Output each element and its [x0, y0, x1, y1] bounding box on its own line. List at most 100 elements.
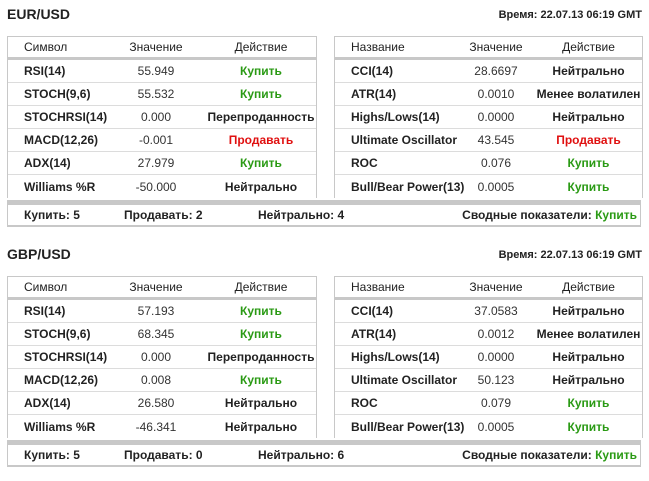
oscillators-table: Символ Значение Действие RSI(14) 55.949 Купит… — [7, 36, 317, 198]
indicator-name: Williams %R — [24, 179, 96, 194]
indicator-action: Купить — [567, 419, 610, 434]
table-row: MACD(12,26) 0.008 Купить — [8, 369, 316, 392]
table-row: ROC 0.076 Купить — [335, 152, 642, 175]
table-row: Bull/Bear Power(13) 0.0005 Купить — [335, 415, 642, 438]
indicator-value: -50.000 — [135, 179, 177, 194]
indicator-action: Купить — [240, 156, 282, 170]
indicator-action: Менее волатилен — [536, 87, 641, 101]
column-header: Значение — [469, 40, 523, 54]
indicator-value: 0.000 — [140, 110, 172, 124]
indicator-name: RSI(14) — [24, 304, 66, 318]
table-header-row: Название Значение Действие — [335, 37, 642, 60]
indicator-action: Купить — [240, 373, 282, 387]
summary-overall-value: Купить — [595, 208, 637, 222]
summary-bar: Купить: 5 Продавать: 2 Нейтрально: 4 Сво… — [7, 200, 641, 227]
table-row: Williams %R -50.000 Нейтрально — [8, 175, 316, 198]
table-row: ADX(14) 27.979 Купить — [8, 152, 316, 175]
indicator-name: Highs/Lows(14) — [351, 350, 440, 364]
indicator-action: Купить — [240, 304, 282, 318]
update-time: Время: 22.07.13 06:19 GMT — [498, 9, 642, 21]
table-row: Ultimate Oscillator 50.123 Нейтрально — [335, 369, 642, 392]
column-header: Значение — [469, 280, 523, 294]
indicator-value: 0.079 — [480, 396, 512, 410]
indicator-action: Купить — [240, 87, 282, 101]
table-row: ATR(14) 0.0010 Менее волатилен — [335, 83, 642, 106]
indicator-name: Williams %R — [24, 419, 96, 434]
indicator-action: Купить — [567, 156, 610, 170]
indicator-action: Нейтрально — [552, 373, 625, 387]
indicators-table: Название Значение Действие CCI(14) 28.6697 Не… — [334, 36, 643, 198]
indicator-value: 55.532 — [137, 87, 175, 101]
table-header-row: Символ Значение Действие — [8, 37, 316, 60]
indicator-name: ADX(14) — [24, 156, 71, 170]
indicator-name: Ultimate Oscillator — [351, 373, 458, 387]
indicator-value: 27.979 — [137, 156, 175, 170]
indicator-name: ATR(14) — [351, 327, 397, 341]
indicator-value: -0.001 — [138, 133, 174, 147]
summary-sell-count: Продавать: 2 — [124, 208, 203, 222]
indicator-value: 43.545 — [477, 133, 515, 147]
indicator-name: MACD(12,26) — [24, 133, 99, 147]
summary-buy-count: Купить: 5 — [24, 448, 80, 462]
indicator-action: Нейтрально — [552, 64, 625, 78]
column-header: Действие — [562, 40, 615, 54]
indicator-action: Менее волатилен — [536, 327, 641, 341]
indicator-name: CCI(14) — [351, 304, 394, 318]
indicator-value: 0.000 — [140, 350, 172, 364]
summary-buy-count: Купить: 5 — [24, 208, 80, 222]
indicator-value: 37.0583 — [474, 304, 518, 318]
indicator-name: ADX(14) — [24, 396, 71, 410]
indicator-name: MACD(12,26) — [24, 373, 99, 387]
summary-neutral-count: Нейтрально: 6 — [258, 448, 345, 462]
indicator-name: ROC — [351, 396, 378, 410]
indicator-action: Нейтрально — [552, 110, 625, 124]
table-row: ADX(14) 26.580 Нейтрально — [8, 392, 316, 415]
table-row: STOCH(9,6) 55.532 Купить — [8, 83, 316, 106]
indicator-name: ROC — [351, 156, 378, 170]
summary-overall-label: Сводные показатели: — [462, 208, 592, 222]
column-header: Действие — [562, 280, 615, 294]
table-row: STOCHRSI(14) 0.000 Перепроданность — [8, 346, 316, 369]
column-header: Название — [351, 40, 405, 54]
summary-neutral-count: Нейтрально: 4 — [258, 208, 345, 222]
summary-overall: Сводные показатели: Купить — [462, 208, 637, 222]
table-row: RSI(14) 57.193 Купить — [8, 300, 316, 323]
indicator-value: 0.0012 — [477, 327, 515, 341]
pair-title: EUR/USD — [7, 6, 71, 22]
summary-overall-value: Купить — [595, 448, 637, 462]
column-header: Действие — [234, 40, 288, 54]
indicator-value: 0.0010 — [477, 87, 515, 101]
indicator-action: Купить — [240, 327, 282, 341]
indicator-action: Нейтрально — [224, 396, 298, 410]
indicator-name: Highs/Lows(14) — [351, 110, 440, 124]
column-header: Символ — [24, 40, 68, 54]
indicator-name: Bull/Bear Power(13) — [351, 419, 465, 434]
column-header: Название — [351, 280, 405, 294]
table-row: CCI(14) 28.6697 Нейтрально — [335, 60, 642, 83]
column-header: Символ — [24, 280, 68, 294]
indicator-value: 0.076 — [480, 156, 512, 170]
indicator-action: Купить — [567, 396, 610, 410]
pair-title: GBP/USD — [7, 246, 71, 262]
indicator-action: Нейтрально — [224, 419, 298, 434]
table-row: STOCHRSI(14) 0.000 Перепроданность — [8, 106, 316, 129]
currency-pair-panel: GBP/USD Время: 22.07.13 06:19 GMT Символ… — [0, 240, 649, 480]
currency-pair-panel: EUR/USD Время: 22.07.13 06:19 GMT Символ… — [0, 0, 649, 240]
indicator-name: CCI(14) — [351, 64, 394, 78]
indicator-value: 55.949 — [137, 64, 175, 78]
indicator-action: Купить — [567, 179, 610, 194]
table-row: MACD(12,26) -0.001 Продавать — [8, 129, 316, 152]
indicator-value: 50.123 — [477, 373, 515, 387]
column-header: Значение — [129, 40, 183, 54]
indicator-action: Продавать — [228, 133, 294, 147]
indicator-value: 57.193 — [137, 304, 175, 318]
table-header-row: Название Значение Действие — [335, 277, 642, 300]
summary-bar: Купить: 5 Продавать: 0 Нейтрально: 6 Сво… — [7, 440, 641, 467]
summary-overall-label: Сводные показатели: — [462, 448, 592, 462]
update-time: Время: 22.07.13 06:19 GMT — [498, 249, 642, 261]
table-row: Williams %R -46.341 Нейтрально — [8, 415, 316, 438]
indicator-value: 26.580 — [137, 396, 175, 410]
indicator-value: -46.341 — [135, 419, 177, 434]
indicator-name: Bull/Bear Power(13) — [351, 179, 465, 194]
indicator-action: Продавать — [556, 133, 621, 147]
